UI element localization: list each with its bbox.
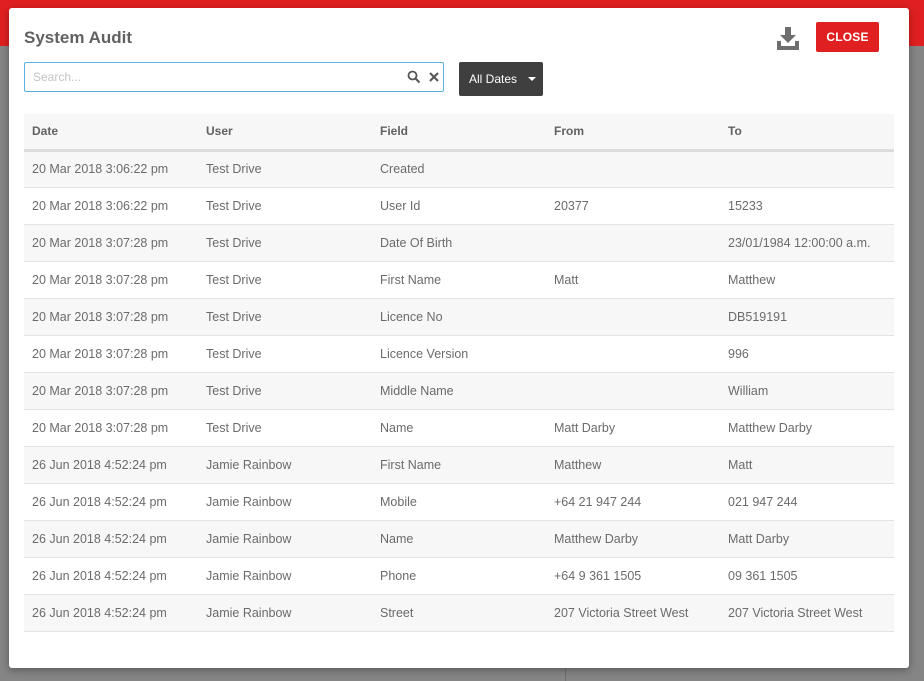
cell-to: 996 — [720, 335, 894, 373]
cell-date: 20 Mar 2018 3:07:28 pm — [24, 261, 198, 299]
cell-from: Matt — [546, 261, 720, 299]
cell-field: First Name — [372, 261, 546, 299]
table-row: 20 Mar 2018 3:07:28 pm Test Drive Licenc… — [24, 298, 894, 336]
cell-user: Jamie Rainbow — [198, 520, 372, 558]
column-header-field[interactable]: Field — [372, 114, 546, 152]
cell-field: Name — [372, 520, 546, 558]
cell-field: User Id — [372, 187, 546, 225]
dialog-title: System Audit — [24, 28, 133, 47]
cell-date: 20 Mar 2018 3:07:28 pm — [24, 335, 198, 373]
search-icon[interactable] — [407, 70, 421, 84]
cell-date: 26 Jun 2018 4:52:24 pm — [24, 520, 198, 558]
table-row: 20 Mar 2018 3:07:28 pm Test Drive Name M… — [24, 409, 894, 447]
close-icon[interactable] — [427, 70, 441, 84]
cell-to: Matthew — [720, 261, 894, 299]
cell-user: Jamie Rainbow — [198, 557, 372, 595]
chevron-down-icon — [528, 77, 536, 81]
cell-field: Street — [372, 594, 546, 632]
date-filter-dropdown[interactable]: All Dates — [459, 62, 543, 96]
cell-field: Phone — [372, 557, 546, 595]
cell-field: Licence Version — [372, 335, 546, 373]
cell-date: 20 Mar 2018 3:07:28 pm — [24, 298, 198, 336]
cell-user: Jamie Rainbow — [198, 483, 372, 521]
date-filter-label: All Dates — [469, 72, 518, 86]
table-row: 26 Jun 2018 4:52:24 pm Jamie Rainbow Fir… — [24, 446, 894, 484]
cell-user: Test Drive — [198, 187, 372, 225]
cell-date: 20 Mar 2018 3:06:22 pm — [24, 150, 198, 188]
cell-from — [546, 150, 720, 188]
system-audit-dialog: System Audit CLOSE All Dates — [9, 8, 909, 668]
cell-from: 207 Victoria Street West — [546, 594, 720, 632]
column-header-user[interactable]: User — [198, 114, 372, 152]
cell-user: Test Drive — [198, 372, 372, 410]
cell-from — [546, 224, 720, 262]
cell-to: 207 Victoria Street West — [720, 594, 894, 632]
table-row: 20 Mar 2018 3:07:28 pm Test Drive Middle… — [24, 372, 894, 410]
cell-date: 26 Jun 2018 4:52:24 pm — [24, 483, 198, 521]
cell-field: Created — [372, 150, 546, 188]
cell-from — [546, 335, 720, 373]
cell-field: Date Of Birth — [372, 224, 546, 262]
cell-to: Matt Darby — [720, 520, 894, 558]
table-row: 26 Jun 2018 4:52:24 pm Jamie Rainbow Mob… — [24, 483, 894, 521]
cell-to — [720, 150, 894, 188]
cell-date: 20 Mar 2018 3:07:28 pm — [24, 409, 198, 447]
cell-user: Test Drive — [198, 298, 372, 336]
cell-user: Test Drive — [198, 409, 372, 447]
cell-field: Name — [372, 409, 546, 447]
table-row: 20 Mar 2018 3:07:28 pm Test Drive Licenc… — [24, 335, 894, 373]
cell-from: Matthew Darby — [546, 520, 720, 558]
cell-to: DB519191 — [720, 298, 894, 336]
download-icon[interactable] — [775, 25, 801, 51]
table-row: 20 Mar 2018 3:06:22 pm Test Drive Create… — [24, 150, 894, 188]
audit-table: Date User Field From To 20 Mar 2018 3:06… — [24, 114, 894, 632]
cell-user: Jamie Rainbow — [198, 446, 372, 484]
cell-date: 26 Jun 2018 4:52:24 pm — [24, 594, 198, 632]
cell-user: Test Drive — [198, 261, 372, 299]
cell-from: +64 9 361 1505 — [546, 557, 720, 595]
table-row: 26 Jun 2018 4:52:24 pm Jamie Rainbow Str… — [24, 594, 894, 632]
table-header-row: Date User Field From To — [24, 114, 894, 152]
table-row: 26 Jun 2018 4:52:24 pm Jamie Rainbow Nam… — [24, 520, 894, 558]
close-button[interactable]: CLOSE — [816, 22, 879, 52]
cell-date: 20 Mar 2018 3:07:28 pm — [24, 372, 198, 410]
column-header-date[interactable]: Date — [24, 114, 198, 152]
cell-field: Licence No — [372, 298, 546, 336]
cell-field: First Name — [372, 446, 546, 484]
cell-to: Matthew Darby — [720, 409, 894, 447]
cell-to: William — [720, 372, 894, 410]
cell-user: Test Drive — [198, 150, 372, 188]
cell-date: 26 Jun 2018 4:52:24 pm — [24, 446, 198, 484]
cell-user: Test Drive — [198, 224, 372, 262]
cell-field: Mobile — [372, 483, 546, 521]
cell-user: Test Drive — [198, 335, 372, 373]
cell-from — [546, 298, 720, 336]
cell-from — [546, 372, 720, 410]
cell-from: Matt Darby — [546, 409, 720, 447]
cell-to: 021 947 244 — [720, 483, 894, 521]
cell-from: Matthew — [546, 446, 720, 484]
cell-date: 20 Mar 2018 3:06:22 pm — [24, 187, 198, 225]
cell-to: 15233 — [720, 187, 894, 225]
table-row: 26 Jun 2018 4:52:24 pm Jamie Rainbow Pho… — [24, 557, 894, 595]
cell-to: Matt — [720, 446, 894, 484]
cell-to: 23/01/1984 12:00:00 a.m. — [720, 224, 894, 262]
cell-to: 09 361 1505 — [720, 557, 894, 595]
cell-from: 20377 — [546, 187, 720, 225]
cell-field: Middle Name — [372, 372, 546, 410]
cell-date: 26 Jun 2018 4:52:24 pm — [24, 557, 198, 595]
table-row: 20 Mar 2018 3:06:22 pm Test Drive User I… — [24, 187, 894, 225]
column-header-from[interactable]: From — [546, 114, 720, 152]
cell-date: 20 Mar 2018 3:07:28 pm — [24, 224, 198, 262]
search-field[interactable] — [24, 62, 444, 92]
search-input[interactable] — [33, 68, 393, 86]
cell-user: Jamie Rainbow — [198, 594, 372, 632]
table-row: 20 Mar 2018 3:07:28 pm Test Drive Date O… — [24, 224, 894, 262]
cell-from: +64 21 947 244 — [546, 483, 720, 521]
column-header-to[interactable]: To — [720, 114, 894, 152]
table-row: 20 Mar 2018 3:07:28 pm Test Drive First … — [24, 261, 894, 299]
